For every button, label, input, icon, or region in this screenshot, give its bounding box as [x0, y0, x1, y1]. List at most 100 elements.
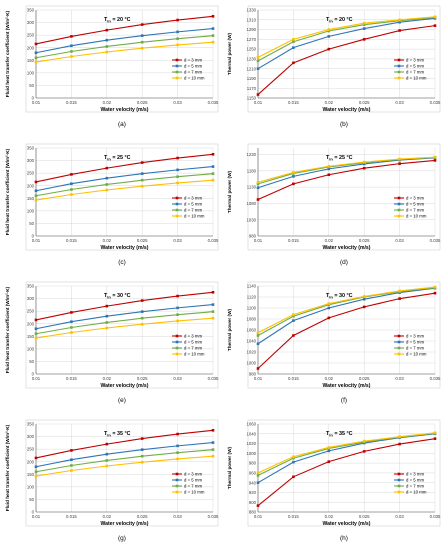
data-point [105, 464, 109, 468]
data-point [34, 465, 38, 469]
x-tick-label: 0.03 [395, 376, 404, 381]
data-point [176, 451, 179, 454]
data-point [176, 156, 179, 160]
y-tick-label: 100 [27, 70, 35, 75]
x-tick-label: 0.015 [66, 514, 77, 519]
series-line-3 [257, 16, 436, 58]
data-point [70, 320, 73, 324]
y-tick-label: 350 [27, 8, 35, 13]
series-line-2 [257, 16, 436, 62]
x-tick-label: 0.035 [430, 100, 441, 105]
data-point [70, 449, 73, 452]
data-point [362, 27, 366, 30]
legend-marker [397, 76, 401, 80]
chart-frame [247, 5, 441, 113]
data-point [327, 460, 331, 463]
data-point [105, 442, 109, 446]
data-point [292, 313, 295, 316]
data-point [105, 314, 109, 318]
x-axis-title: Water velocity (m/s) [323, 383, 371, 389]
data-point [398, 162, 401, 165]
data-point [140, 460, 144, 464]
y-tick-label: 1040 [246, 431, 256, 436]
y-tick-label: 1330 [246, 8, 256, 13]
series-line-2 [35, 173, 214, 197]
x-tick-label: 0.01 [32, 238, 41, 243]
y-tick-label: 250 [27, 33, 35, 38]
y-tick-label: 0 [32, 96, 35, 101]
data-point [176, 18, 179, 22]
x-tick-label: 0.01 [32, 376, 41, 381]
data-point [176, 444, 179, 448]
data-point [362, 297, 366, 301]
x-tick-label: 0.03 [173, 376, 182, 381]
data-point [70, 311, 73, 314]
data-point [34, 336, 38, 340]
legend-marker [397, 484, 401, 488]
y-tick-label: 300 [27, 20, 35, 25]
data-point [176, 168, 179, 172]
data-point [292, 456, 295, 460]
y-tick-label: 100 [27, 208, 35, 213]
data-point [34, 318, 38, 322]
y-axis-title: Thermal power (W) [227, 170, 232, 213]
data-point [292, 455, 295, 459]
x-tick-label: 0.015 [288, 376, 299, 381]
series-line-3 [35, 455, 214, 477]
legend-label: d = 10 mm [406, 214, 427, 219]
legend-marker [397, 334, 401, 338]
series-line-2 [35, 311, 214, 335]
data-point [256, 59, 260, 63]
data-point [433, 291, 437, 295]
x-tick-label: 0.015 [288, 100, 299, 105]
x-axis-title: Water velocity (m/s) [101, 383, 149, 389]
x-tick-label: 0.035 [208, 376, 219, 381]
data-point [70, 331, 73, 334]
panel-label: (a) [118, 121, 126, 128]
data-point [211, 448, 215, 451]
data-point [211, 454, 215, 458]
legend-label: d = 10 mm [184, 490, 205, 495]
data-point [70, 464, 73, 467]
panel-label: (h) [340, 535, 348, 542]
legend-label: d = 10 mm [184, 76, 205, 81]
legend-marker [397, 64, 401, 68]
y-tick-label: 150 [27, 58, 35, 63]
data-point [34, 474, 38, 478]
y-axis-title: Thermal power (W) [227, 32, 232, 75]
x-tick-label: 0.02 [103, 514, 112, 519]
data-point [34, 198, 38, 202]
y-tick-label: 1120 [247, 295, 257, 300]
legend-marker [397, 70, 401, 74]
data-point [34, 42, 38, 46]
data-point [105, 321, 109, 324]
series-line-1 [35, 442, 214, 468]
data-point [211, 178, 215, 182]
series-line-2 [257, 432, 436, 476]
data-point [140, 299, 144, 302]
panel-label: (e) [118, 397, 126, 404]
y-axis-title: Fluid heat transfer coefficient (W/m²·K) [5, 286, 10, 373]
data-point [398, 20, 401, 24]
data-point [34, 456, 38, 460]
data-point [256, 182, 260, 186]
y-tick-label: 960 [249, 470, 257, 475]
y-tick-label: 0 [32, 234, 35, 239]
data-point [70, 193, 73, 196]
series-line-0 [257, 438, 436, 507]
x-tick-label: 0.01 [254, 100, 263, 105]
y-tick-label: 100 [27, 484, 35, 489]
y-tick-label: 1140 [247, 284, 257, 289]
y-tick-label: 50 [29, 497, 34, 502]
x-tick-label: 0.01 [32, 100, 41, 105]
legend-marker [175, 478, 179, 482]
x-tick-label: 0.02 [325, 514, 334, 519]
data-point [292, 460, 295, 464]
x-tick-label: 0.03 [173, 238, 182, 243]
chart-frame [25, 143, 219, 251]
data-point [211, 310, 215, 313]
x-tick-label: 0.02 [103, 376, 112, 381]
data-point [292, 40, 295, 44]
y-tick-label: 920 [249, 490, 257, 495]
y-tick-label: 1080 [246, 317, 256, 322]
